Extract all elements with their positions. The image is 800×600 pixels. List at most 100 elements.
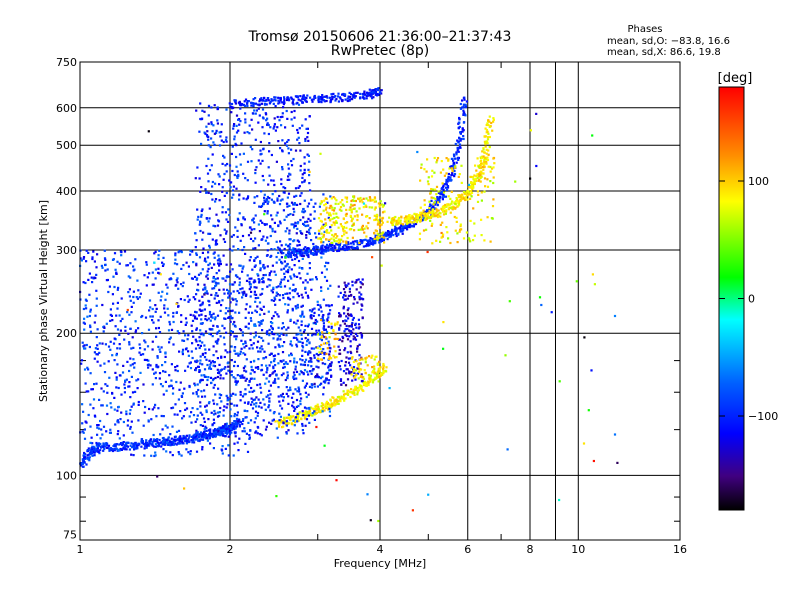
data-point [86,454,89,457]
data-point [89,425,92,428]
data-point [313,410,316,413]
data-point [332,92,335,95]
data-point [180,267,183,270]
data-point [479,174,482,177]
data-point [342,397,345,400]
data-point [266,265,269,268]
data-point [297,186,300,189]
data-point [118,333,121,336]
data-point [271,332,274,336]
data-point [276,211,279,214]
data-point [328,379,331,382]
data-point [319,202,322,205]
data-point [128,412,131,415]
data-point [112,342,116,345]
data-point [310,357,313,360]
data-point [134,331,137,334]
data-point [151,383,154,386]
data-point [286,292,289,295]
data-point [327,406,330,409]
data-point [307,255,310,259]
data-point [204,352,207,355]
data-point [89,441,92,444]
data-point [196,208,199,211]
data-point [199,424,202,427]
data-point [369,199,372,202]
data-point [231,145,234,148]
data-point [290,254,293,257]
data-point [241,248,244,252]
data-point [283,191,286,194]
data-point [259,98,262,101]
data-point [343,312,346,315]
data-point [367,199,370,202]
data-point [360,380,363,383]
data-point [340,225,343,228]
data-point [350,323,353,326]
data-point [137,400,140,404]
data-point [217,430,220,433]
data-point [390,232,393,235]
data-point [198,256,202,259]
data-point [213,421,216,425]
data-point [119,418,122,421]
data-point [320,405,323,408]
data-point [86,315,89,318]
data-point [215,129,218,132]
data-point [351,331,354,334]
data-point [272,127,275,130]
data-point [171,425,174,428]
data-point [377,380,380,383]
data-point [344,284,347,287]
data-point [283,418,286,421]
data-point [96,447,99,450]
data-point [469,193,472,196]
data-point [238,277,241,280]
data-point [270,198,273,201]
data-point [203,131,206,134]
data-point [263,199,266,202]
data-point [330,237,333,240]
data-point [118,449,121,452]
data-point [233,135,236,138]
data-point [303,180,306,183]
data-point [173,438,176,441]
data-point [315,404,318,408]
data-point [268,353,271,356]
data-point [350,246,353,249]
data-point [330,304,333,307]
data-point [287,429,290,432]
data-point [459,102,462,106]
data-point [333,337,336,341]
data-point [373,232,376,235]
data-point [374,206,377,209]
data-point [342,229,345,232]
data-point [458,146,461,149]
data-point [209,232,212,235]
data-point [170,437,173,440]
data-point [371,381,375,384]
data-point [324,328,327,331]
data-point [479,164,482,167]
data-point [161,428,164,431]
data-point [436,215,439,219]
data-point [279,240,282,243]
data-point [253,259,256,262]
data-point [279,116,282,119]
data-point [233,349,236,352]
data-point [327,340,330,343]
data-point [195,340,198,343]
data-point [255,286,258,289]
data-point [320,200,323,203]
data-point [221,434,225,437]
data-point [85,463,88,466]
data-point [247,384,250,387]
data-point [344,285,348,289]
data-point [365,97,368,100]
data-point [272,102,275,105]
data-point [290,344,294,347]
data-point [319,97,322,101]
data-point [361,283,364,286]
data-point [338,328,341,331]
data-point [157,319,160,322]
